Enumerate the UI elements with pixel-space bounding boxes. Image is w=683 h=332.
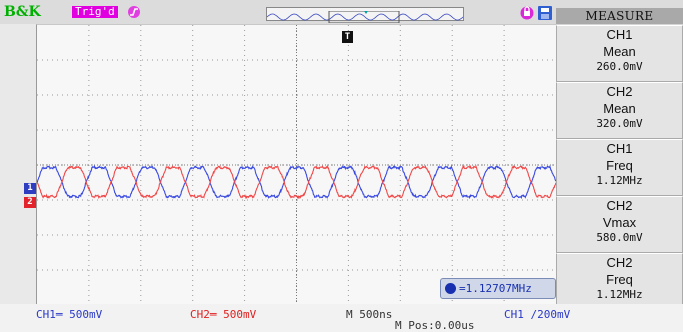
measure-value: 260.0mV	[596, 60, 643, 73]
frequency-counter: =1.12707MHz	[440, 278, 556, 299]
ch1-waveform	[37, 164, 556, 200]
measure-source: CH2	[606, 198, 633, 213]
ch2-ground-marker[interactable]: 2	[24, 197, 36, 208]
timebase-readout[interactable]: M 500ns	[346, 308, 393, 321]
measure-type: Freq	[606, 272, 633, 287]
measure-value: 1.12MHz	[596, 174, 643, 187]
measure-type: Vmax	[602, 215, 637, 230]
measure-item-4[interactable]: CH2 Vmax 580.0mV	[556, 196, 683, 253]
brand-logo: B&K	[4, 4, 41, 20]
measure-type: Mean	[603, 101, 636, 116]
measure-item-3[interactable]: CH1 Freq 1.12MHz	[556, 139, 683, 196]
ch1-vertical-scale[interactable]: CH1═ 500mV	[36, 308, 103, 321]
ch2-vertical-scale[interactable]: CH2═ 500mV	[190, 308, 257, 321]
measure-value: 320.0mV	[596, 117, 643, 130]
measure-item-1[interactable]: CH1 Mean 260.0mV	[556, 25, 683, 82]
measure-source: CH2	[606, 84, 633, 99]
measure-item-2[interactable]: CH2 Mean 320.0mV	[556, 82, 683, 139]
save-icon[interactable]	[538, 6, 552, 20]
trigger-level-readout[interactable]: CH1 ∕200mV	[504, 308, 571, 321]
horizontal-position-readout[interactable]: M Pos:0.00us	[395, 319, 475, 332]
measure-source: CH1	[606, 27, 633, 42]
frequency-counter-value: =1.12707MHz	[459, 282, 532, 295]
ch1-ground-marker[interactable]: 1	[24, 183, 36, 194]
measure-value: 580.0mV	[596, 231, 643, 244]
bottom-status-bar: CH1═ 500mV CH2═ 500mV M 500ns M Pos:0.00…	[0, 304, 683, 332]
lock-icon	[520, 6, 534, 20]
measure-panel-title: MEASURE	[556, 8, 683, 24]
memory-waveform-bar	[266, 7, 464, 24]
counter-icon	[445, 283, 456, 294]
measure-source: CH2	[606, 255, 633, 270]
trigger-edge-icon	[128, 6, 140, 18]
ch2-waveform	[37, 164, 556, 200]
measure-value: 1.12MHz	[596, 288, 643, 301]
trigger-position-marker[interactable]: T	[342, 31, 353, 43]
measure-source: CH1	[606, 141, 633, 156]
measure-panel: MEASURE CH1 Mean 260.0mV CH2 Mean 320.0m…	[556, 8, 683, 310]
waveform-display	[36, 24, 556, 305]
measure-type: Mean	[603, 44, 636, 59]
trigger-status-badge: Trig'd	[72, 6, 118, 18]
measure-item-5[interactable]: CH2 Freq 1.12MHz	[556, 253, 683, 310]
measure-type: Freq	[606, 158, 633, 173]
